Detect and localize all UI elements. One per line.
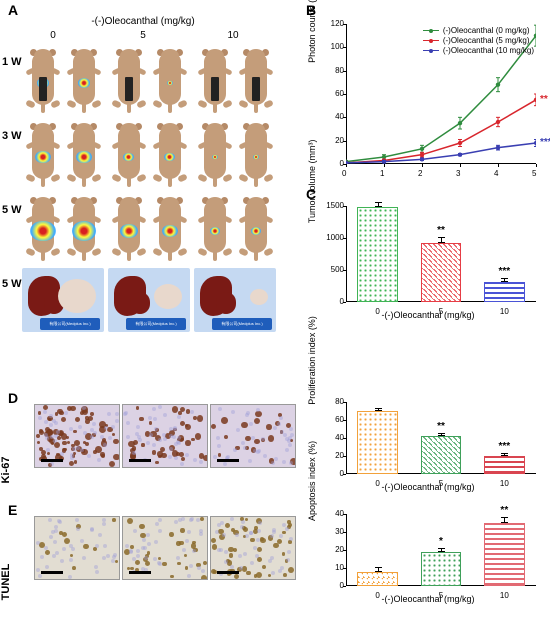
histoE-img-0 bbox=[34, 516, 120, 580]
mouse-r2-3 bbox=[153, 197, 187, 261]
mouse-r1-5 bbox=[239, 123, 273, 187]
row-label-2: 5 W bbox=[2, 204, 22, 216]
panel-e-images bbox=[34, 516, 296, 580]
chart-d: Proliferation index (%) -(-)Oleocanthal … bbox=[314, 396, 542, 492]
panel-d-rowlabel: Ki-67 bbox=[0, 457, 12, 484]
dose-title: -(-)Oleocanthal (mg/kg) bbox=[8, 16, 278, 27]
mouse-r0-3 bbox=[153, 49, 187, 113]
chart-c: Tumor volume (mm³) -(-)Oleocanthal (mg/k… bbox=[314, 200, 542, 320]
chart-b-legend: (-)Oleocanthal (0 mg/kg)(-)Oleocanthal (… bbox=[423, 26, 534, 56]
mouse-r0-1 bbox=[67, 49, 101, 113]
chart-c-ylabel: Tumor volume (mm³) bbox=[307, 139, 317, 223]
chart-b: Photon counts (x10⁶) 0204060801001200123… bbox=[314, 18, 542, 182]
dose-0: 0 bbox=[8, 30, 97, 41]
tumor-cell-1: 有限公司(Medplus Inc.) bbox=[108, 268, 190, 332]
mouse-r1-4 bbox=[198, 123, 232, 187]
histoD-img-2 bbox=[210, 404, 296, 468]
mouse-r2-2 bbox=[112, 197, 146, 261]
histoD-img-0 bbox=[34, 404, 120, 468]
mouse-r0-0 bbox=[26, 49, 60, 113]
mouse-r1-3 bbox=[153, 123, 187, 187]
histoD-img-1 bbox=[122, 404, 208, 468]
tumor-cell-2: 有限公司(Medplus Inc.) bbox=[194, 268, 276, 332]
panel-e-rowlabel: TUNEL bbox=[0, 564, 12, 601]
mouse-r0-4 bbox=[198, 49, 232, 113]
tumor-cell-0: 有限公司(Medplus Inc.) bbox=[22, 268, 104, 332]
histoE-img-2 bbox=[210, 516, 296, 580]
mouse-r1-2 bbox=[112, 123, 146, 187]
chart-b-ylabel: Photon counts (x10⁶) bbox=[307, 0, 317, 63]
mouse-grid: 有限公司(Medplus Inc.)有限公司(Medplus Inc.)有限公司… bbox=[20, 46, 278, 332]
histoE-img-1 bbox=[122, 516, 208, 580]
mouse-r1-1 bbox=[67, 123, 101, 187]
panel-d-images bbox=[34, 404, 296, 468]
mouse-r2-1 bbox=[67, 197, 101, 261]
mouse-r2-0 bbox=[26, 197, 60, 261]
panel-d: Ki-67 bbox=[10, 404, 296, 468]
mouse-r2-4 bbox=[198, 197, 232, 261]
row-label-3: 5 W bbox=[2, 278, 22, 290]
row-label-1: 3 W bbox=[2, 130, 22, 142]
mouse-r0-5 bbox=[239, 49, 273, 113]
row-label-0: 1 W bbox=[2, 56, 22, 68]
chart-e-bars: 0*5**10 bbox=[346, 514, 536, 586]
dose-2: 10 bbox=[188, 30, 277, 41]
chart-d-bars: 0**5***10 bbox=[346, 402, 536, 474]
mouse-r2-5 bbox=[239, 197, 273, 261]
chart-d-ylabel: Proliferation index (%) bbox=[307, 316, 317, 405]
mouse-r1-0 bbox=[26, 123, 60, 187]
dose-1: 5 bbox=[98, 30, 187, 41]
panel-e: TUNEL bbox=[10, 516, 296, 580]
chart-c-bars: 0**5***10 bbox=[346, 206, 536, 302]
chart-e: Apoptosis index (%) -(-)Oleocanthal (mg/… bbox=[314, 508, 542, 604]
mouse-r0-2 bbox=[112, 49, 146, 113]
dose-labels: 0 5 10 bbox=[8, 30, 278, 41]
